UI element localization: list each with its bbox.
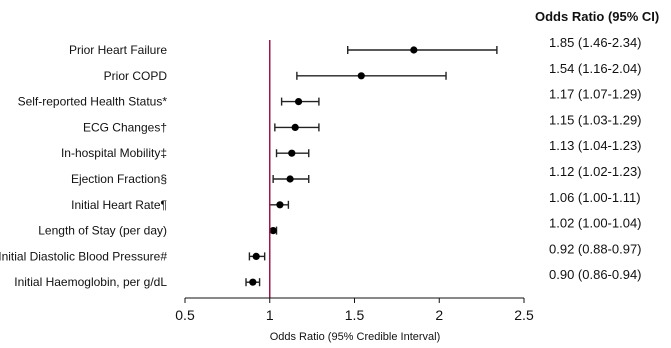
forest-row: Prior COPD 1.54 (1.16-2.04) — [104, 61, 642, 83]
row-label: Initial Haemoglobin, per g/dL — [14, 275, 167, 289]
point-estimate — [357, 72, 365, 80]
point-estimate — [291, 123, 299, 131]
odds-ratio-value: 1.17 (1.07-1.29) — [549, 87, 642, 102]
point-estimate — [288, 149, 296, 157]
row-label: Self-reported Health Status* — [18, 95, 168, 109]
point-estimate — [252, 252, 260, 260]
point-estimate — [276, 201, 284, 209]
x-ticks: 0.5 1 1.5 2 2.5 — [175, 298, 534, 323]
forest-row: Ejection Fraction§ 1.12 (1.02-1.23) — [71, 164, 642, 186]
x-tick-label: 1 — [266, 307, 274, 323]
x-tick-label: 1.5 — [345, 307, 365, 323]
odds-ratio-value: 1.12 (1.02-1.23) — [549, 164, 642, 179]
row-label: In-hospital Mobility‡ — [61, 146, 167, 160]
row-label: Length of Stay (per day) — [38, 224, 167, 238]
x-tick-label: 0.5 — [175, 307, 195, 323]
odds-ratio-header: Odds Ratio (95% CI) — [535, 9, 659, 24]
row-label: Prior Heart Failure — [69, 43, 167, 57]
point-estimate — [249, 278, 257, 286]
forest-row: ECG Changes† 1.15 (1.03-1.29) — [83, 112, 642, 134]
point-estimate — [269, 227, 277, 235]
row-label: ECG Changes† — [83, 120, 167, 134]
odds-ratio-value: 1.15 (1.03-1.29) — [549, 112, 642, 127]
forest-row: Length of Stay (per day) 1.02 (1.00-1.04) — [38, 216, 641, 238]
x-tick-label: 2.5 — [514, 307, 534, 323]
forest-row: Initial Heart Rate¶ 1.06 (1.00-1.11) — [71, 190, 640, 212]
forest-row: Prior Heart Failure 1.85 (1.46-2.34) — [69, 35, 642, 57]
row-label: Prior COPD — [104, 69, 168, 83]
x-tick-label: 2 — [435, 307, 443, 323]
forest-row: Initial Diastolic Blood Pressure# 0.92 (0… — [0, 241, 642, 263]
row-label: Initial Heart Rate¶ — [71, 198, 167, 212]
point-estimate — [294, 98, 303, 106]
odds-ratio-value: 1.06 (1.00-1.11) — [549, 190, 641, 205]
forest-row: In-hospital Mobility‡ 1.13 (1.04-1.23) — [61, 138, 642, 160]
row-label: Initial Diastolic Blood Pressure# — [0, 249, 167, 263]
odds-ratio-value: 0.92 (0.88-0.97) — [549, 241, 642, 256]
odds-ratio-value: 1.54 (1.16-2.04) — [549, 61, 642, 76]
odds-ratio-value: 1.85 (1.46-2.34) — [549, 35, 642, 50]
point-estimate — [410, 46, 418, 54]
odds-ratio-value: 0.90 (0.86-0.94) — [549, 267, 642, 282]
forest-row: Initial Haemoglobin, per g/dL 0.90 (0.86-… — [14, 267, 641, 289]
odds-ratio-value: 1.13 (1.04-1.23) — [549, 138, 642, 153]
odds-ratio-value: 1.02 (1.00-1.04) — [549, 216, 642, 231]
point-estimate — [286, 175, 294, 183]
row-label: Ejection Fraction§ — [71, 172, 167, 186]
x-axis-label: Odds Ratio (95% Credible Interval) — [270, 331, 441, 343]
rows-layer: Prior Heart Failure 1.85 (1.46-2.34)Prior… — [0, 35, 642, 289]
forest-row: Self-reported Health Status* 1.17 (1.07-1… — [18, 87, 642, 109]
